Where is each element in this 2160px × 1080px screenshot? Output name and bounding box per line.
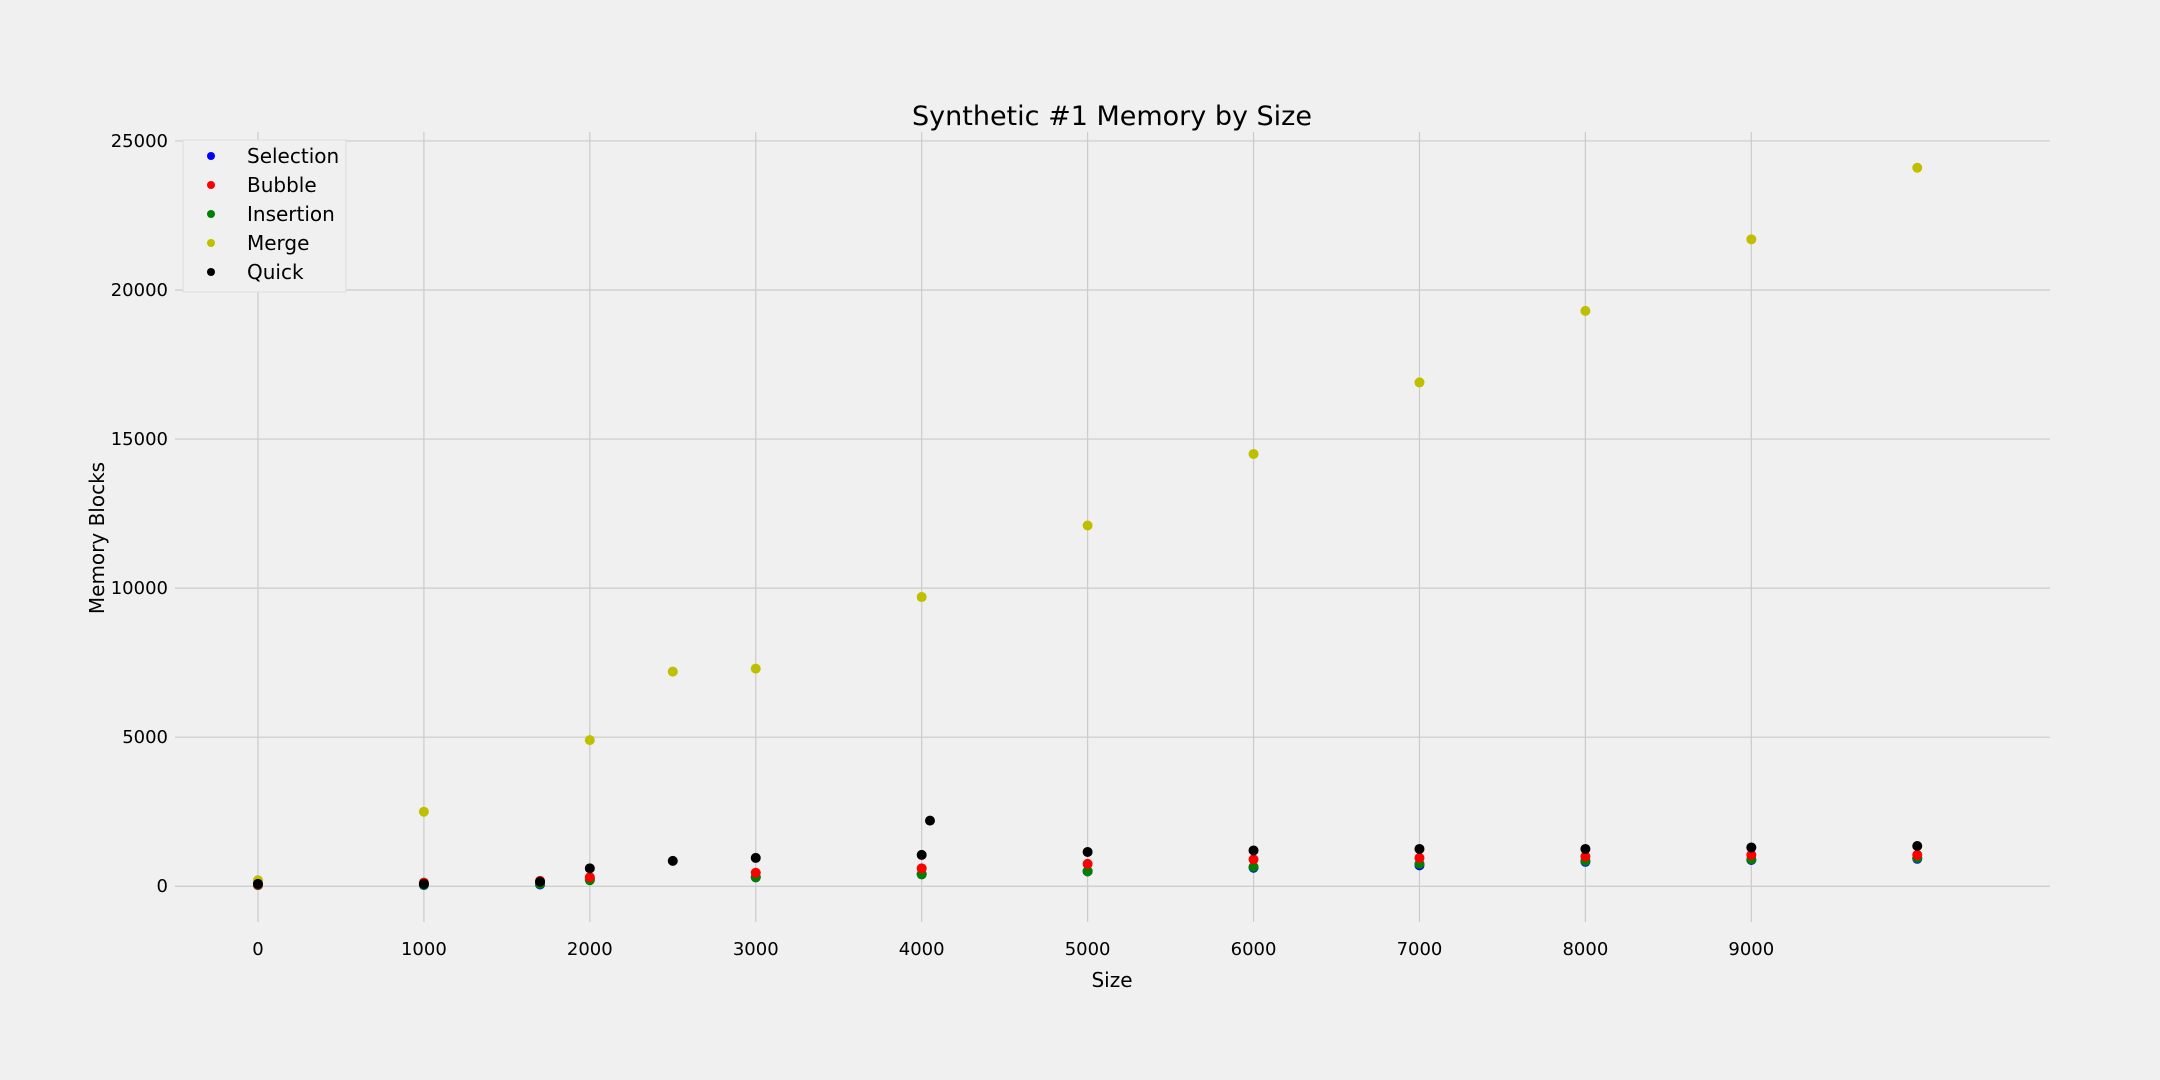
legend-label: Merge (247, 231, 309, 255)
data-point-quick (418, 878, 429, 889)
chart-title: Synthetic #1 Memory by Size (912, 101, 1312, 132)
data-point-merge (418, 806, 429, 817)
data-point-insertion (1248, 861, 1259, 872)
data-point-bubble (1248, 854, 1259, 865)
legend-label: Bubble (247, 173, 317, 197)
data-point-quick (916, 849, 927, 860)
data-point-bubble (750, 867, 761, 878)
data-point-quick (667, 855, 678, 866)
legend-marker (207, 239, 215, 247)
legend-marker (207, 210, 215, 218)
y-tick-label: 15000 (111, 429, 168, 450)
legend-item: Bubble (207, 173, 317, 197)
data-point-quick (1248, 845, 1259, 856)
y-tick-label: 10000 (111, 578, 168, 599)
x-tick-label: 5000 (1065, 939, 1111, 960)
data-point-merge (667, 666, 678, 677)
x-tick-label: 6000 (1231, 939, 1277, 960)
x-tick-label: 3000 (733, 939, 779, 960)
x-axis-label: Size (1091, 968, 1132, 992)
x-tick-label: 9000 (1728, 939, 1774, 960)
data-point-bubble (1912, 849, 1923, 860)
x-tick-label: 1000 (401, 939, 447, 960)
y-tick-label: 25000 (111, 131, 168, 152)
data-point-bubble (584, 872, 595, 883)
data-point-merge (1248, 448, 1259, 459)
data-point-quick (252, 878, 263, 889)
data-point-quick (1580, 843, 1591, 854)
data-points (252, 162, 1923, 891)
y-tick-label: 20000 (111, 280, 168, 301)
x-tick-label: 0 (252, 939, 263, 960)
y-axis-label: Memory Blocks (85, 462, 109, 614)
data-point-merge (1414, 377, 1425, 388)
legend-item: Merge (207, 231, 309, 255)
y-tick-label: 5000 (122, 727, 168, 748)
data-point-quick (1414, 843, 1425, 854)
data-point-quick (1746, 842, 1757, 853)
data-point-quick (1912, 840, 1923, 851)
data-point-quick (535, 876, 546, 887)
legend-marker (207, 268, 215, 276)
x-tick-label: 4000 (899, 939, 945, 960)
data-point-bubble (1580, 851, 1591, 862)
data-point-bubble (916, 863, 927, 874)
data-point-quick (584, 863, 595, 874)
legend-item: Selection (207, 144, 339, 168)
data-point-merge (584, 735, 595, 746)
data-point-merge (1912, 162, 1923, 173)
legend-item: Insertion (207, 202, 335, 226)
legend-label: Quick (247, 260, 304, 284)
x-tick-label: 7000 (1397, 939, 1443, 960)
data-point-quick (750, 852, 761, 863)
legend: Selection Bubble Insertion Merge Quick (182, 139, 347, 293)
x-tick-label: 8000 (1562, 939, 1608, 960)
data-point-quick (1082, 846, 1093, 857)
series-quick (252, 815, 1923, 889)
data-point-merge (1580, 305, 1591, 316)
data-point-merge (1082, 520, 1093, 531)
data-point-merge (916, 592, 927, 603)
data-point-bubble (1082, 858, 1093, 869)
data-point-merge (1746, 234, 1757, 245)
grid (175, 132, 2050, 922)
legend-item: Quick (207, 260, 304, 284)
data-point-bubble (1414, 852, 1425, 863)
x-tick-label: 2000 (567, 939, 613, 960)
x-tick-labels: 0 1000 2000 3000 4000 5000 6000 7000 8000 9000 (252, 939, 1774, 960)
y-tick-label: 0 (157, 876, 168, 897)
y-tick-labels: 0 5000 10000 15000 20000 25000 (111, 131, 168, 897)
data-point-insertion (1082, 866, 1093, 877)
legend-marker (207, 152, 215, 160)
legend-marker (207, 181, 215, 189)
data-point-merge (750, 663, 761, 674)
legend-label: Selection (247, 144, 339, 168)
legend-label: Insertion (247, 202, 335, 226)
data-point-bubble (1746, 849, 1757, 860)
data-point-quick (924, 815, 935, 826)
